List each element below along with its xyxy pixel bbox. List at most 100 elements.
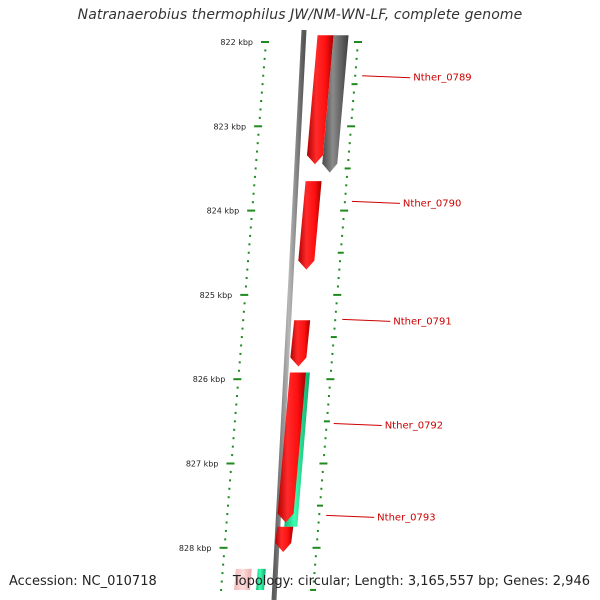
minor-tick — [243, 302, 246, 305]
right-tick — [319, 462, 328, 465]
right-tick — [328, 386, 331, 389]
minor-tick — [254, 167, 257, 170]
right-tick — [330, 336, 337, 339]
minor-tick — [238, 369, 241, 372]
gene-nther_0791[interactable] — [290, 320, 311, 367]
right-tick — [352, 91, 355, 94]
genome-title: Natranaerobius thermophilus JW/NM-WN-LF,… — [77, 7, 523, 23]
right-tick — [316, 529, 319, 532]
minor-tick — [220, 588, 223, 591]
minor-tick — [220, 580, 223, 583]
right-tick — [339, 260, 342, 263]
right-tick — [312, 546, 321, 549]
gene-nther_0793[interactable] — [275, 526, 294, 553]
gene-leader-line — [351, 200, 400, 204]
minor-tick — [250, 218, 253, 221]
minor-tick — [232, 437, 235, 440]
minor-tick — [231, 445, 234, 448]
minor-tick — [225, 521, 228, 524]
right-tick — [319, 496, 322, 499]
right-tick — [327, 395, 330, 398]
gene-nther_0790[interactable] — [298, 181, 322, 270]
topology-text: Topology: circular; Length: 3,165,557 bp… — [232, 574, 590, 589]
minor-tick — [236, 386, 239, 389]
minor-tick — [249, 226, 252, 229]
right-tick — [354, 74, 357, 77]
minor-tick — [241, 327, 244, 330]
kbp-tick-label: 826 kbp — [193, 375, 226, 384]
right-tick — [330, 369, 333, 372]
right-tick — [344, 167, 351, 170]
kbp-tick-label: 825 kbp — [200, 291, 233, 300]
minor-tick — [227, 496, 230, 499]
right-tick — [310, 588, 317, 591]
minor-tick — [228, 487, 231, 490]
right-tick — [312, 580, 315, 583]
gene-label[interactable]: Nther_0793 — [377, 512, 435, 523]
right-tick — [333, 293, 342, 296]
minor-tick — [245, 277, 248, 280]
feature-layer — [234, 35, 349, 590]
backbone-layer — [271, 29, 307, 600]
gene-label[interactable]: Nther_0789 — [413, 73, 471, 84]
gene-nther_0792[interactable] — [277, 372, 306, 523]
right-tick — [326, 378, 335, 381]
right-tick — [354, 66, 357, 69]
minor-tick — [247, 251, 250, 254]
green-feature-2[interactable] — [256, 568, 266, 590]
minor-tick — [229, 479, 232, 482]
gray-feature[interactable] — [322, 35, 349, 173]
minor-tick — [229, 470, 232, 473]
right-tick — [348, 150, 351, 153]
minor-tick — [253, 184, 256, 187]
minor-tick — [263, 57, 266, 60]
minor-tick — [256, 150, 259, 153]
minor-tick — [240, 336, 243, 339]
right-tick — [321, 470, 324, 473]
minor-tick — [234, 411, 237, 414]
right-tick — [334, 319, 337, 322]
right-tick — [337, 251, 344, 254]
gene-label[interactable]: Nther_0792 — [385, 420, 443, 431]
minor-tick — [235, 395, 238, 398]
right-tick — [345, 184, 348, 187]
right-tick — [349, 133, 352, 136]
pink-feature[interactable] — [234, 568, 252, 590]
right-tick — [337, 277, 340, 280]
right-tick — [320, 487, 323, 490]
minor-tick — [222, 555, 225, 558]
gene-label[interactable]: Nther_0790 — [403, 198, 461, 209]
right-tick — [333, 327, 336, 330]
minor-tick — [261, 83, 264, 86]
right-tick — [341, 234, 344, 237]
minor-tick — [258, 116, 261, 119]
minor-tick — [239, 352, 242, 355]
right-tick — [325, 428, 328, 431]
right-tick — [323, 420, 330, 423]
right-tick — [332, 344, 335, 347]
right-tick — [338, 268, 341, 271]
right-tick — [342, 218, 345, 221]
gene-label[interactable]: Nther_0791 — [393, 316, 451, 327]
minor-tick — [231, 454, 234, 457]
right-tick — [340, 243, 343, 246]
right-tick — [314, 555, 317, 558]
minor-tick — [240, 344, 243, 347]
kbp-tick-label: 822 kbp — [220, 38, 253, 47]
gene-nther_0789[interactable] — [306, 35, 334, 165]
gene-leader-line — [342, 318, 391, 322]
kbp-tick-label: 824 kbp — [207, 207, 240, 216]
right-tick — [316, 538, 319, 541]
right-tick — [331, 352, 334, 355]
right-tick — [351, 108, 354, 111]
kbp-tick-label: 828 kbp — [179, 544, 212, 553]
right-tick — [347, 125, 356, 128]
right-tick — [348, 142, 351, 145]
minor-tick — [233, 428, 236, 431]
minor-tick — [233, 420, 236, 423]
minor-tick — [226, 504, 229, 507]
right-tick — [323, 445, 326, 448]
minor-tick — [260, 100, 263, 103]
kbp-tick-label: 823 kbp — [213, 122, 246, 131]
